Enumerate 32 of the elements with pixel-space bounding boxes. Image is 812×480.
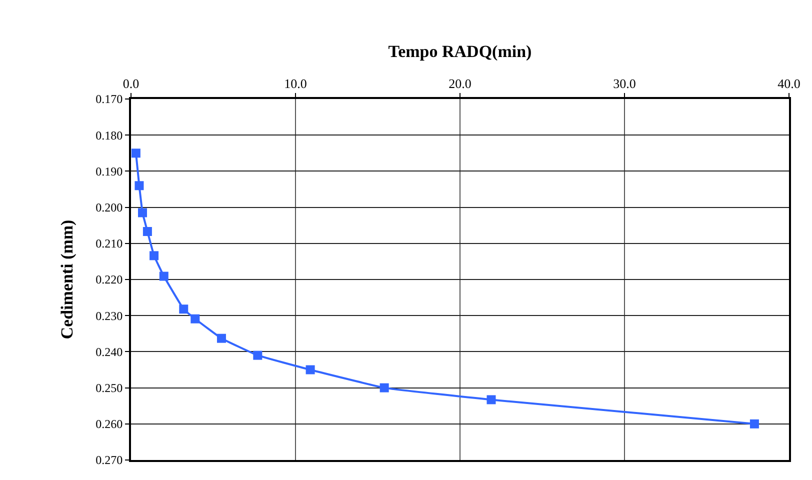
y-tick-label: 0.240 xyxy=(96,344,123,359)
point xyxy=(131,148,140,158)
x-axis-title: Tempo RADQ(min) xyxy=(388,42,532,61)
x-tick-label: 0.0 xyxy=(122,76,140,91)
point xyxy=(159,272,168,281)
y-tick-label: 0.260 xyxy=(96,417,123,432)
x-tick-label: 30.0 xyxy=(613,76,636,91)
point xyxy=(380,383,389,392)
x-tick-label: 40.0 xyxy=(778,76,800,91)
y-tick-label: 0.220 xyxy=(96,272,123,287)
point xyxy=(134,181,144,190)
point xyxy=(150,251,159,260)
y-tick-label: 0.210 xyxy=(96,236,123,251)
point xyxy=(486,395,496,404)
x-tick-label: 20.0 xyxy=(448,76,472,91)
point xyxy=(179,304,188,314)
point xyxy=(216,334,226,343)
point xyxy=(142,226,152,236)
point xyxy=(750,419,759,428)
point xyxy=(253,350,262,360)
y-tick-label: 0.190 xyxy=(96,164,123,178)
y-tick-label: 0.230 xyxy=(96,308,123,323)
y-tick-label: 0.170 xyxy=(96,92,123,106)
y-axis-title: Cedimenti (mm) xyxy=(58,220,77,340)
y-tick-label: 0.200 xyxy=(96,200,123,214)
point xyxy=(190,314,200,324)
point xyxy=(138,208,148,218)
x-tick-label: 10.0 xyxy=(284,76,307,91)
y-tick-label: 0.250 xyxy=(96,381,123,395)
y-tick-label: 0.270 xyxy=(96,453,123,468)
point xyxy=(306,365,315,374)
y-tick-label: 0.180 xyxy=(96,128,123,142)
